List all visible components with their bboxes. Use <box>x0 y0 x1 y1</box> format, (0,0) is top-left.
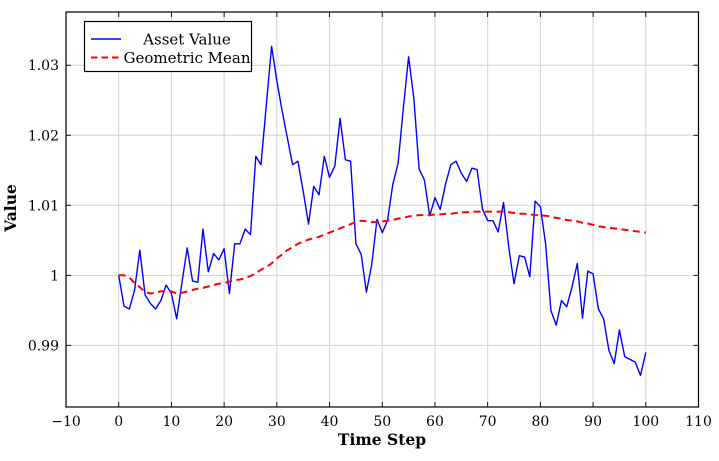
x-axis-label: Time Step <box>337 430 427 449</box>
x-tick-label: 30 <box>268 414 286 430</box>
y-axis-label: Value <box>1 184 20 232</box>
x-tick-label: 60 <box>426 414 444 430</box>
x-tick-label: 80 <box>531 414 549 430</box>
x-tick-label: 70 <box>479 414 497 430</box>
x-tick-label: 50 <box>373 414 391 430</box>
x-tick-label: 10 <box>163 414 181 430</box>
tick-layer <box>66 12 699 407</box>
legend: Asset Value Geometric Mean <box>83 20 253 73</box>
y-tick-label: 1.02 <box>28 128 59 144</box>
legend-box <box>83 20 253 73</box>
x-tick-label: 110 <box>685 414 712 430</box>
series-layer <box>118 45 647 377</box>
x-tick-label: 20 <box>215 414 233 430</box>
geometric-mean-line <box>118 210 646 295</box>
plot-frame <box>65 11 700 408</box>
x-tick-label: 40 <box>321 414 339 430</box>
x-tick-label: 90 <box>584 414 602 430</box>
legend-label-asset: Asset Value <box>142 31 231 49</box>
x-tick-label: 100 <box>632 414 659 430</box>
legend-label-mean: Geometric Mean <box>124 49 251 67</box>
tick-label-layer: −10 0 10 20 30 40 50 60 70 80 90 100 110 0.99 1 1.01 1.0… <box>28 58 712 430</box>
y-tick-label: 1.03 <box>28 58 59 74</box>
y-tick-label: 1.01 <box>28 198 59 214</box>
y-tick-label: 0.99 <box>28 338 59 354</box>
y-tick-label: 1 <box>50 268 59 284</box>
asset-value-line <box>118 45 647 377</box>
x-tick-label: −10 <box>51 414 81 430</box>
x-tick-label: 0 <box>114 414 123 430</box>
